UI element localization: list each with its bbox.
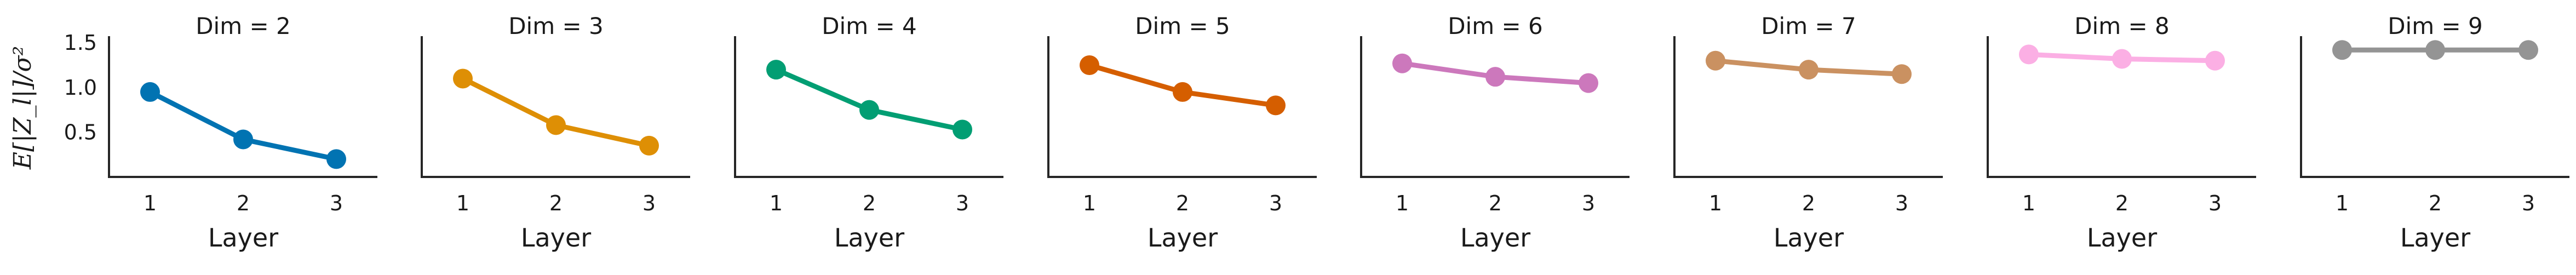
x-tick-label: 2 [1176, 191, 1189, 215]
chart-panel: Dim = 6 1 2 3 Layer [1360, 13, 1630, 253]
data-point [326, 149, 346, 169]
x-tick-label: 3 [1582, 191, 1595, 215]
chart-title: Dim = 5 [1135, 13, 1230, 39]
x-tick-label: 3 [1269, 191, 1282, 215]
data-point [1392, 53, 1412, 73]
chart-panel: Dim = 8 1 2 3 Layer [1987, 13, 2256, 253]
x-tick-label: 1 [456, 191, 469, 215]
series-line [460, 76, 652, 148]
chart-title: Dim = 7 [1761, 13, 1856, 39]
chart-title: Dim = 6 [1448, 13, 1543, 39]
data-point [766, 60, 786, 80]
data-point [1173, 82, 1192, 102]
x-tick-label: 3 [2208, 191, 2222, 215]
chart-title: Dim = 3 [508, 13, 604, 39]
y-tick-label: 0.5 [64, 120, 97, 144]
x-axis-label: Layer [834, 223, 904, 253]
chart-panel: Dim = 3 1 2 3 Layer [421, 13, 690, 253]
x-axis-label: Layer [1460, 223, 1530, 253]
x-axis-label: Layer [1148, 223, 1218, 253]
chart-panel: Dim = 2 1 2 3 Layer 0.5 1.0 1.5 E[|Z_l|]/σ² [9, 13, 377, 253]
x-tick-label: 1 [2022, 191, 2035, 215]
data-point [2425, 40, 2445, 60]
data-point [639, 135, 659, 156]
y-axis-label: E[|Z_l|]/σ² [9, 46, 37, 170]
chart-title: Dim = 2 [196, 13, 291, 39]
x-axis-label: Layer [2087, 223, 2157, 253]
data-point [1579, 73, 1598, 93]
x-tick-label: 1 [1709, 191, 1722, 215]
data-point [1266, 95, 1286, 116]
x-tick-label: 3 [956, 191, 969, 215]
data-point [1892, 64, 1912, 84]
data-point [2019, 44, 2039, 65]
chart-panel: Dim = 5 1 2 3 Layer [1047, 13, 1317, 253]
x-axis-label: Layer [208, 223, 278, 253]
x-tick-label: 3 [2522, 191, 2535, 215]
data-point [1706, 50, 1725, 71]
x-tick-label: 1 [1396, 191, 1409, 215]
data-point [953, 119, 972, 140]
data-point [233, 129, 253, 150]
data-point [546, 115, 566, 135]
x-tick-label: 1 [770, 191, 783, 215]
x-tick-label: 2 [549, 191, 563, 215]
data-point [1799, 60, 1818, 80]
x-tick-label: 2 [863, 191, 876, 215]
data-point [2518, 40, 2538, 60]
data-point [2112, 49, 2132, 69]
x-tick-label: 2 [2429, 191, 2442, 215]
x-tick-label: 1 [2336, 191, 2349, 215]
data-point [2332, 40, 2352, 60]
x-tick-label: 3 [1895, 191, 1908, 215]
chart-panel: Dim = 9 1 2 3 Layer [2300, 13, 2569, 253]
x-tick-label: 3 [330, 191, 343, 215]
data-point [453, 68, 473, 89]
chart-title: Dim = 4 [822, 13, 917, 39]
series-line [773, 67, 965, 132]
data-point [1485, 67, 1505, 87]
data-point [859, 100, 879, 120]
data-point [140, 82, 160, 102]
x-tick-label: 1 [1083, 191, 1096, 215]
x-tick-label: 2 [2115, 191, 2129, 215]
x-tick-label: 2 [1489, 191, 1502, 215]
chart-panel: Dim = 4 1 2 3 Layer [734, 13, 1003, 253]
x-axis-label: Layer [521, 223, 591, 253]
chart-title: Dim = 8 [2074, 13, 2170, 39]
x-tick-label: 2 [237, 191, 250, 215]
chart-panel: Dim = 7 1 2 3 Layer [1673, 13, 1943, 253]
y-tick-label: 1.0 [64, 76, 97, 100]
y-tick-label: 1.5 [64, 31, 97, 55]
chart-title: Dim = 9 [2388, 13, 2483, 39]
data-point [1080, 55, 1099, 75]
x-tick-label: 3 [642, 191, 656, 215]
x-tick-label: 2 [1802, 191, 1815, 215]
data-point [2205, 50, 2225, 71]
x-tick-label: 1 [144, 191, 157, 215]
x-axis-label: Layer [1774, 223, 1844, 253]
x-axis-label: Layer [2400, 223, 2470, 253]
